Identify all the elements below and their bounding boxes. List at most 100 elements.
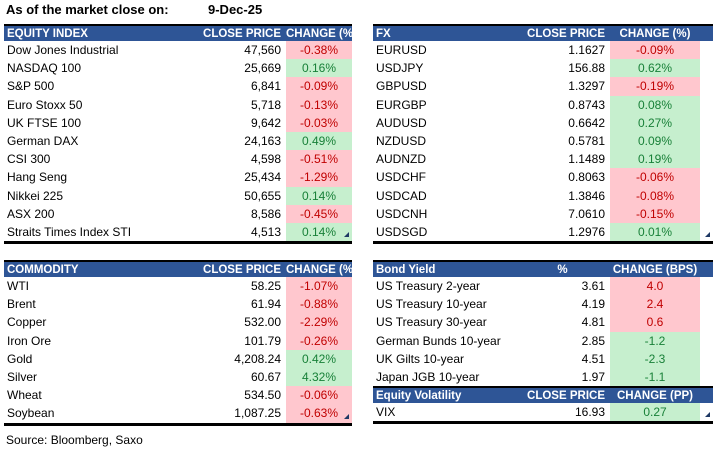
table-row: Gold 4,208.24 0.42% (4, 349, 352, 368)
change-value: -0.13% (286, 95, 352, 114)
instrument-name: USDSGD (376, 224, 428, 239)
change-value: -0.09% (286, 77, 352, 96)
change-value: 2.4 (610, 295, 700, 314)
instrument-name: Soybean (7, 406, 55, 421)
instrument-name: GBPUSD (376, 79, 427, 94)
table-row: UK FTSE 100 9,642 -0.03% (4, 113, 352, 132)
change-value: -0.26% (286, 331, 352, 350)
column-spacer (700, 59, 713, 77)
instrument-name: Dow Jones Industrial (7, 43, 119, 58)
close-price: 532.00 (244, 315, 281, 330)
close-price: 4,513 (250, 224, 281, 239)
column-spacer (700, 168, 713, 186)
column-spacer (700, 150, 713, 168)
change-value: -0.03% (286, 113, 352, 132)
column-spacer (700, 350, 713, 368)
change-value: -0.63% (286, 404, 352, 423)
column-header-close-price: CLOSE PRICE (203, 27, 281, 40)
column-header-close-price: CLOSE PRICE (527, 389, 605, 402)
table-row: EURGBP 0.8743 0.08% (373, 95, 713, 114)
close-price: 4,598 (250, 152, 281, 167)
column-header-change-bps: CHANGE (BPS) (612, 263, 698, 276)
table-row: AUDNZD 1.1489 0.19% (373, 150, 713, 169)
close-price: 6,841 (250, 79, 281, 94)
equity-volatility-rows: VIX 16.93 0.27 (373, 403, 713, 422)
table-row: USDSGD 1.2976 0.01% (373, 222, 713, 242)
change-value: -0.38% (286, 41, 352, 60)
instrument-name: EURGBP (376, 97, 427, 112)
column-spacer (700, 132, 713, 150)
equity-index-table: EQUITY INDEX CLOSE PRICE CHANGE (%) Dow … (4, 24, 357, 245)
instrument-name: Euro Stoxx 50 (7, 97, 83, 112)
excel-corner-marker (344, 232, 349, 238)
close-price: 25,434 (244, 170, 281, 185)
change-value: -0.88% (286, 295, 352, 314)
table-row: S&P 500 6,841 -0.09% (4, 77, 352, 96)
change-value: 0.27% (610, 113, 700, 132)
instrument-name: Hang Seng (7, 170, 68, 185)
table-row: GBPUSD 1.3297 -0.19% (373, 77, 713, 96)
fx-rows: EURUSD 1.1627 -0.09% USDJPY 156.88 0.62% GBPUS… (373, 41, 713, 242)
table-row: Straits Times Index STI 4,513 0.14% (4, 222, 352, 242)
change-value: 4.32% (286, 367, 352, 387)
instrument-name: US Treasury 2-year (376, 279, 481, 294)
as-of-date: 9-Dec-25 (208, 2, 263, 17)
bond-yield-header-row: Bond Yield % CHANGE (BPS) (373, 260, 713, 277)
column-header-equity-index: EQUITY INDEX (7, 27, 88, 40)
close-price: 534.50 (244, 388, 281, 403)
close-price: 61.94 (250, 297, 281, 312)
close-price: 8,586 (250, 206, 281, 221)
table-row: VIX 16.93 0.27 (373, 403, 713, 422)
change-value: 0.08% (610, 95, 700, 114)
change-value: -1.1 (610, 367, 700, 387)
instrument-name: UK FTSE 100 (7, 115, 82, 130)
change-value: -1.29% (286, 168, 352, 187)
close-price: 47,560 (244, 43, 281, 58)
table-row: Brent 61.94 -0.88% (4, 295, 352, 314)
instrument-name: Japan JGB 10-year (376, 370, 480, 385)
change-value: 0.62% (610, 59, 700, 78)
close-price: 25,669 (244, 61, 281, 76)
instrument-name: AUDNZD (376, 152, 426, 167)
close-price: 60.67 (250, 370, 281, 385)
change-value: 0.16% (286, 59, 352, 78)
close-price: 0.8063 (568, 170, 605, 185)
instrument-name: AUDUSD (376, 115, 427, 130)
table-row: NZDUSD 0.5781 0.09% (373, 131, 713, 151)
close-price: 0.5781 (568, 134, 605, 149)
change-value: -0.51% (286, 150, 352, 169)
instrument-name: S&P 500 (7, 79, 55, 94)
change-value: 0.6 (610, 313, 700, 332)
bond-yield-volatility-table: Bond Yield % CHANGE (BPS) US Treasury 2-… (373, 260, 713, 425)
commodity-table: COMMODITY CLOSE PRICE CHANGE (%) WTI 58.2… (4, 260, 357, 426)
instrument-name: Gold (7, 351, 33, 366)
close-price: 58.25 (250, 279, 281, 294)
change-value: 0.14% (286, 222, 352, 242)
change-value: -0.09% (610, 41, 700, 60)
change-value: -2.29% (286, 313, 352, 332)
equity-index-rows: Dow Jones Industrial 47,560 -0.38% NASDAQ 1… (4, 41, 352, 242)
instrument-name: ASX 200 (7, 206, 55, 221)
column-spacer (700, 96, 713, 114)
table-row: US Treasury 10-year 4.19 2.4 (373, 295, 713, 314)
instrument-name: Brent (7, 297, 36, 312)
close-price: 3.61 (581, 279, 605, 294)
instrument-name: USDCAD (376, 188, 427, 203)
change-value: -0.06% (286, 386, 352, 405)
close-price: 101.79 (244, 333, 281, 348)
close-price: 4.51 (581, 351, 605, 366)
close-price: 1.2976 (568, 224, 605, 239)
instrument-name: Silver (7, 370, 38, 385)
table-row: US Treasury 30-year 4.81 0.6 (373, 313, 713, 332)
change-value: 4.0 (610, 277, 700, 296)
column-header-change-pp: CHANGE (PP) (616, 389, 694, 402)
close-price: 16.93 (574, 405, 605, 420)
close-price: 4.19 (581, 297, 605, 312)
change-value: 0.19% (610, 150, 700, 169)
column-header-percent: % (557, 263, 568, 276)
table-row: US Treasury 2-year 3.61 4.0 (373, 277, 713, 296)
column-spacer (700, 41, 713, 59)
fx-table: FX CLOSE PRICE CHANGE (%) EURUSD 1.1627 -0… (373, 24, 713, 245)
table-row: WTI 58.25 -1.07% (4, 277, 352, 296)
